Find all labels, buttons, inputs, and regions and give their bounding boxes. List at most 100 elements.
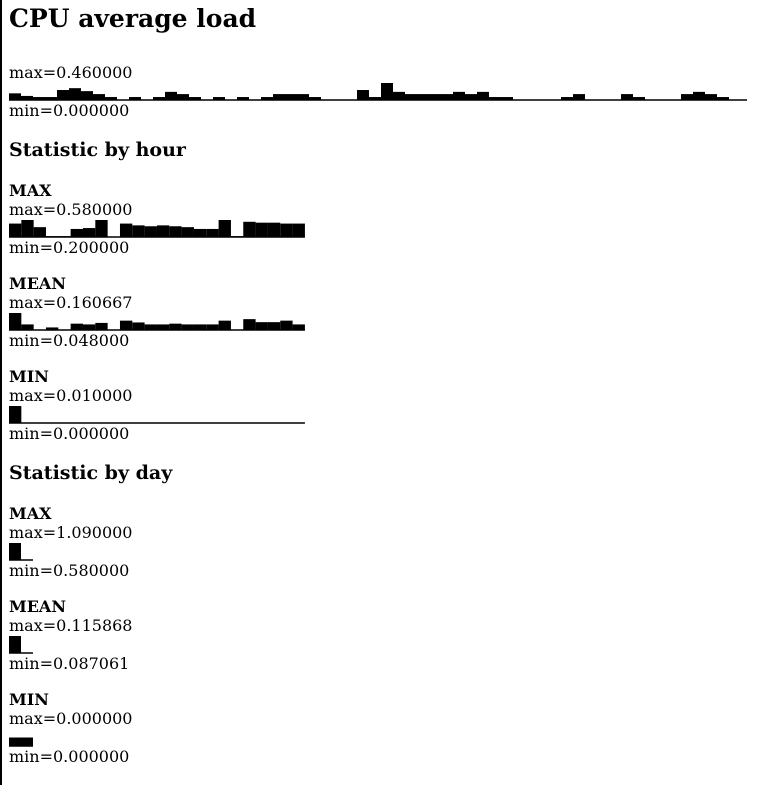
sparkline bbox=[9, 83, 747, 101]
bar bbox=[230, 236, 244, 237]
bar bbox=[477, 91, 489, 100]
stat-block: MEAN max=0.160667 min=0.048000 bbox=[9, 274, 773, 350]
bar bbox=[561, 97, 573, 100]
bar bbox=[357, 90, 369, 100]
bar bbox=[429, 94, 441, 100]
section-heading: Statistic by hour bbox=[9, 139, 186, 161]
max-label: max=1.090000 bbox=[9, 523, 133, 542]
min-label: min=0.200000 bbox=[9, 238, 130, 257]
max-label: max=0.580000 bbox=[9, 200, 133, 219]
bar bbox=[206, 324, 219, 330]
bar bbox=[369, 97, 381, 100]
bar bbox=[9, 223, 22, 237]
bar bbox=[237, 97, 249, 100]
bar bbox=[82, 228, 96, 237]
bar bbox=[309, 97, 321, 100]
bar bbox=[33, 227, 46, 237]
bar bbox=[292, 324, 305, 330]
bar bbox=[82, 324, 96, 330]
bar bbox=[297, 94, 309, 100]
section: Statistic by hour MAX max=0.580000 min=0.20… bbox=[9, 139, 773, 443]
bar bbox=[193, 324, 207, 330]
bar bbox=[381, 83, 393, 100]
bar bbox=[255, 322, 268, 330]
bar bbox=[9, 636, 21, 653]
bar bbox=[58, 236, 71, 237]
bar bbox=[218, 320, 231, 330]
section-heading: Statistic by day bbox=[9, 462, 173, 484]
bar bbox=[95, 220, 108, 237]
bar bbox=[153, 97, 165, 100]
bar bbox=[93, 94, 105, 100]
bar bbox=[193, 228, 207, 237]
bar bbox=[169, 226, 182, 237]
bar bbox=[501, 97, 513, 100]
bar bbox=[119, 223, 133, 237]
bar bbox=[9, 93, 21, 100]
bar bbox=[393, 91, 405, 100]
bar bbox=[181, 227, 194, 237]
bar bbox=[405, 94, 417, 100]
stat-label: MAX bbox=[9, 181, 52, 200]
stat-block: MAX max=0.580000 min=0.200000 bbox=[9, 181, 773, 257]
bar bbox=[132, 322, 145, 330]
section: Statistic by day MAX max=1.090000 min=0.580… bbox=[9, 462, 773, 766]
stat-block: MIN max=0.010000 min=0.000000 bbox=[9, 367, 773, 443]
max-label: max=0.000000 bbox=[9, 709, 133, 728]
bar bbox=[45, 327, 59, 330]
bar bbox=[81, 91, 93, 100]
bar bbox=[169, 323, 182, 330]
bar bbox=[70, 323, 83, 330]
stat-label: MEAN bbox=[9, 597, 66, 616]
document: CPU average load max=0.460000 min=0.00000… bbox=[9, 0, 773, 766]
bar bbox=[70, 228, 83, 237]
bar bbox=[144, 226, 157, 237]
min-label: min=0.000000 bbox=[9, 424, 130, 443]
page-title: CPU average load bbox=[9, 4, 257, 33]
bar bbox=[69, 88, 81, 100]
bar bbox=[177, 94, 189, 100]
bar bbox=[132, 225, 145, 237]
bar bbox=[261, 97, 273, 100]
bar bbox=[280, 223, 293, 237]
bar bbox=[33, 97, 45, 100]
bar bbox=[213, 97, 225, 100]
bar bbox=[21, 324, 34, 330]
bar bbox=[280, 320, 293, 330]
bar bbox=[57, 90, 69, 100]
min-label: min=0.000000 bbox=[9, 747, 130, 766]
sparkline bbox=[9, 220, 305, 238]
bar bbox=[267, 222, 281, 237]
bar bbox=[45, 97, 57, 100]
max-label: max=0.160667 bbox=[9, 293, 133, 312]
min-label: min=0.048000 bbox=[9, 331, 130, 350]
stat-label: MIN bbox=[9, 690, 49, 709]
max-label: max=0.010000 bbox=[9, 386, 133, 405]
bar bbox=[9, 406, 22, 423]
bar bbox=[156, 324, 170, 330]
bar bbox=[681, 94, 693, 100]
bar bbox=[21, 95, 33, 100]
bar bbox=[95, 322, 108, 330]
stat-block: MIN max=0.000000 min=0.000000 bbox=[9, 690, 773, 766]
bar bbox=[621, 94, 633, 100]
bar bbox=[441, 94, 453, 100]
sparkline bbox=[9, 543, 33, 561]
bar bbox=[633, 97, 645, 100]
bar bbox=[417, 94, 429, 100]
bar bbox=[717, 97, 729, 100]
bar bbox=[243, 221, 256, 237]
stat-label: MIN bbox=[9, 367, 49, 386]
bar bbox=[292, 223, 305, 237]
bar bbox=[255, 222, 268, 237]
bar bbox=[21, 220, 34, 237]
bar bbox=[218, 220, 231, 237]
bar bbox=[705, 94, 717, 100]
bar bbox=[21, 737, 33, 746]
max-label: max=0.460000 bbox=[9, 63, 133, 82]
bar bbox=[9, 543, 21, 560]
min-label: min=0.580000 bbox=[9, 561, 130, 580]
bar bbox=[206, 228, 219, 237]
bar bbox=[119, 320, 133, 330]
